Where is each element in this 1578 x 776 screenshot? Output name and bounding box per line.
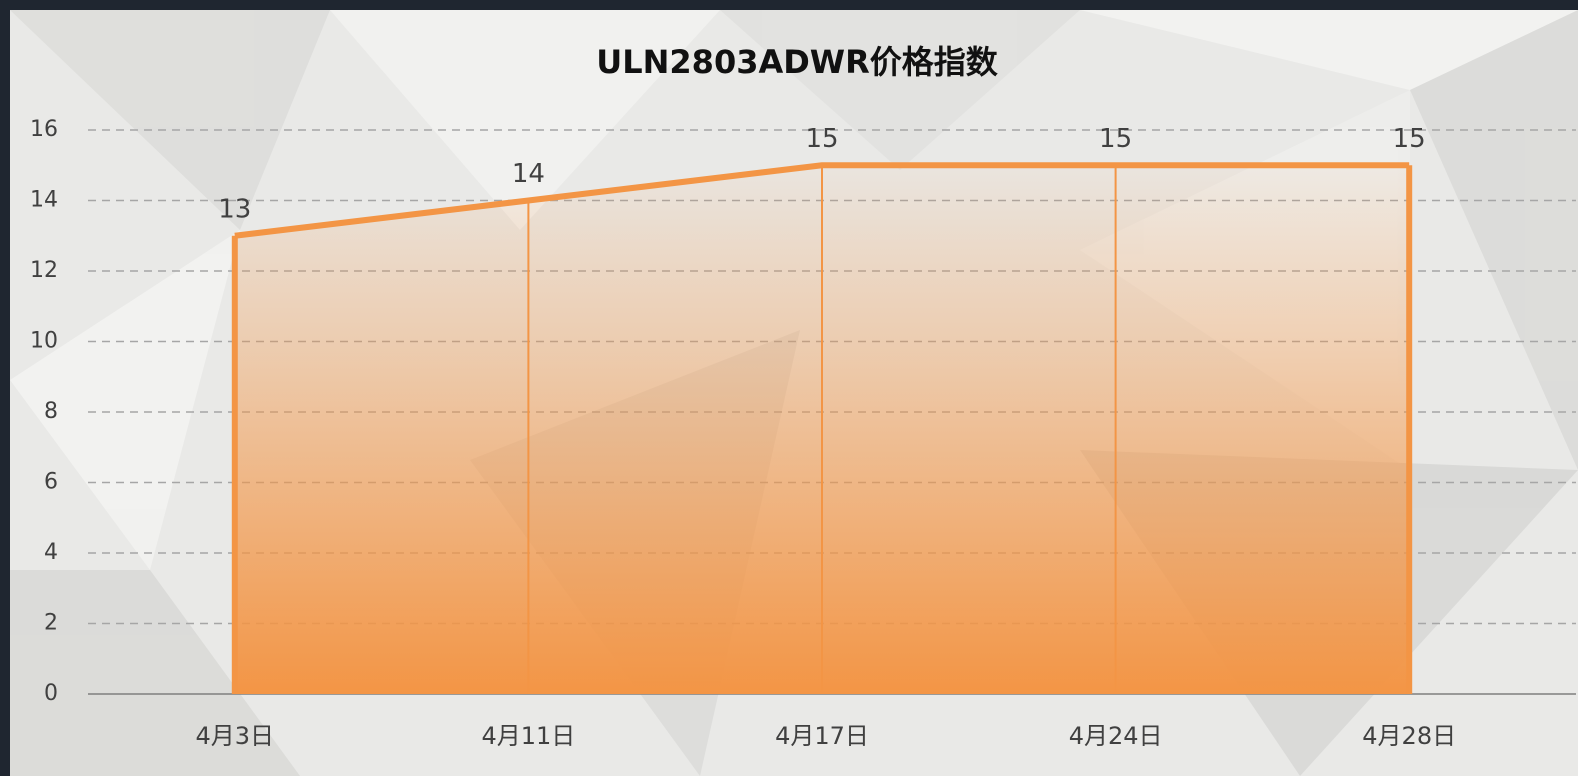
y-tick-label: 4 [44,540,58,565]
y-tick-label: 2 [44,611,58,636]
data-label: 15 [1099,124,1132,154]
area-outline [234,162,1410,239]
x-tick-label: 4月28日 [1362,722,1456,750]
data-label: 15 [1393,124,1426,154]
y-tick-label: 14 [30,188,58,213]
x-tick-label: 4月3日 [196,722,275,750]
data-label: 14 [512,159,545,189]
y-tick-label: 0 [44,681,58,706]
y-tick-label: 12 [30,258,58,283]
x-tick-label: 4月17日 [775,722,869,750]
y-tick-label: 10 [30,329,58,354]
data-label: 13 [218,194,251,224]
y-tick-label: 8 [44,399,58,424]
x-tick-label: 4月24日 [1069,722,1163,750]
data-label: 15 [805,124,838,154]
y-tick-label: 16 [30,117,58,142]
x-tick-label: 4月11日 [481,722,575,750]
y-tick-label: 6 [44,470,58,495]
chart-title: ULN2803ADWR价格指数 [596,43,998,81]
